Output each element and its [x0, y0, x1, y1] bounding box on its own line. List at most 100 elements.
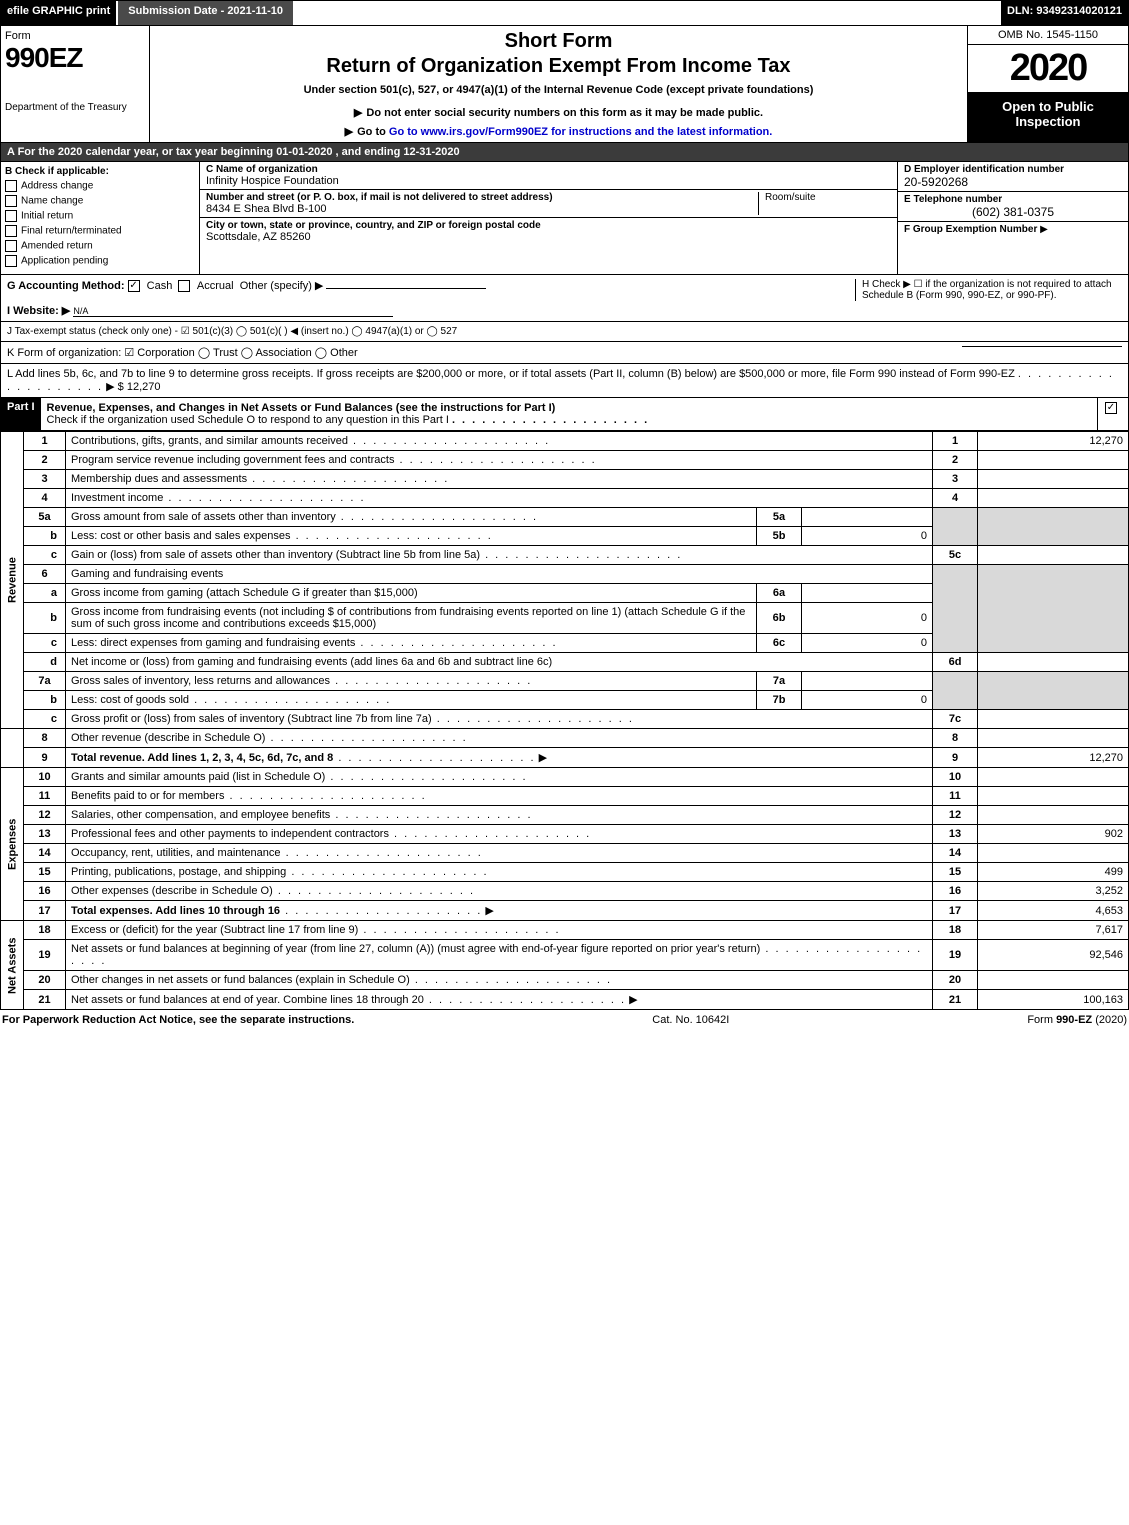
ln-6a: a: [24, 584, 66, 603]
part1-checkbox[interactable]: [1097, 398, 1128, 430]
form-number: 990EZ: [5, 42, 145, 74]
header-left: Form 990EZ Department of the Treasury: [1, 26, 150, 142]
desc-11: Benefits paid to or for members: [71, 790, 224, 802]
title-short-form: Short Form: [158, 30, 959, 53]
rval-4: [978, 489, 1129, 508]
chk-amended-return[interactable]: Amended return: [5, 240, 195, 252]
ln-7b: b: [24, 691, 66, 710]
desc-15: Printing, publications, postage, and shi…: [71, 866, 286, 878]
rval-8: [978, 729, 1129, 748]
desc-2: Program service revenue including govern…: [71, 454, 394, 466]
footer-left: For Paperwork Reduction Act Notice, see …: [2, 1014, 354, 1026]
rln-12: 12: [933, 806, 978, 825]
rln-5c: 5c: [933, 546, 978, 565]
mval-7b: 0: [802, 691, 933, 710]
rln-3: 3: [933, 470, 978, 489]
irs-link[interactable]: Go to www.irs.gov/Form990EZ for instruct…: [389, 126, 772, 138]
info-block: B Check if applicable: Address change Na…: [0, 162, 1129, 275]
shade-7: [933, 672, 978, 710]
addr-value: 8434 E Shea Blvd B-100: [206, 203, 758, 215]
ln-5b: b: [24, 527, 66, 546]
desc-8: Other revenue (describe in Schedule O): [71, 732, 265, 744]
rln-15: 15: [933, 863, 978, 882]
chk-cash[interactable]: [128, 280, 140, 292]
part1-title: Revenue, Expenses, and Changes in Net As…: [47, 402, 556, 414]
footer-mid: Cat. No. 10642I: [652, 1014, 729, 1026]
submission-date: Submission Date - 2021-11-10: [116, 1, 293, 25]
website-label: I Website: ▶: [7, 305, 70, 317]
rln-7c: 7c: [933, 710, 978, 729]
line-l-text: L Add lines 5b, 6c, and 7b to line 9 to …: [7, 368, 1015, 380]
note-ssn: Do not enter social security numbers on …: [158, 106, 959, 119]
desc-10: Grants and similar amounts paid (list in…: [71, 771, 325, 783]
ln-7c: c: [24, 710, 66, 729]
footer-right: Form 990-EZ (2020): [1027, 1014, 1127, 1026]
form-header: Form 990EZ Department of the Treasury Sh…: [0, 26, 1129, 143]
phone-value: (602) 381-0375: [904, 205, 1122, 219]
rln-6d: 6d: [933, 653, 978, 672]
desc-14: Occupancy, rent, utilities, and maintena…: [71, 847, 281, 859]
ln-8: 8: [24, 729, 66, 748]
desc-18: Excess or (deficit) for the year (Subtra…: [71, 924, 358, 936]
ln-16: 16: [24, 882, 66, 901]
rval-2: [978, 451, 1129, 470]
ln-4: 4: [24, 489, 66, 508]
other-org-line[interactable]: [962, 346, 1122, 347]
ln-13: 13: [24, 825, 66, 844]
rval-1: 12,270: [978, 432, 1129, 451]
header-mid: Short Form Return of Organization Exempt…: [150, 26, 967, 142]
desc-4: Investment income: [71, 492, 163, 504]
form-word: Form: [5, 30, 145, 42]
revenue-section-label: Revenue: [1, 432, 24, 729]
mval-5a: [802, 508, 933, 527]
subtitle: Under section 501(c), 527, or 4947(a)(1)…: [158, 84, 959, 96]
other-specify-line[interactable]: [326, 288, 486, 289]
mln-6c: 6c: [757, 634, 802, 653]
chk-application-pending[interactable]: Application pending: [5, 255, 195, 267]
chk-accrual[interactable]: [178, 280, 190, 292]
dept-treasury: Department of the Treasury: [5, 102, 145, 113]
ln-3: 3: [24, 470, 66, 489]
ln-11: 11: [24, 787, 66, 806]
desc-5a: Gross amount from sale of assets other t…: [71, 511, 336, 523]
ln-6d: d: [24, 653, 66, 672]
part1-header: Part I Revenue, Expenses, and Changes in…: [0, 398, 1129, 431]
rval-7c: [978, 710, 1129, 729]
mval-6a: [802, 584, 933, 603]
form-of-org: K Form of organization: ☑ Corporation ◯ …: [7, 346, 962, 359]
desc-16: Other expenses (describe in Schedule O): [71, 885, 273, 897]
desc-3: Membership dues and assessments: [71, 473, 247, 485]
desc-5b: Less: cost or other basis and sales expe…: [71, 530, 291, 542]
rln-13: 13: [933, 825, 978, 844]
line-l: L Add lines 5b, 6c, and 7b to line 9 to …: [0, 364, 1129, 398]
rval-6d: [978, 653, 1129, 672]
mln-7b: 7b: [757, 691, 802, 710]
chk-initial-return[interactable]: Initial return: [5, 210, 195, 222]
rval-19: 92,546: [978, 940, 1129, 971]
shade-5v: [978, 508, 1129, 546]
rln-1: 1: [933, 432, 978, 451]
chk-name-change[interactable]: Name change: [5, 195, 195, 207]
rval-14: [978, 844, 1129, 863]
note-goto: Go to Go to www.irs.gov/Form990EZ for in…: [158, 125, 959, 138]
rev-spacer: [1, 729, 24, 768]
line-k: K Form of organization: ☑ Corporation ◯ …: [0, 342, 1129, 364]
spacer: [293, 1, 1001, 25]
mln-6b: 6b: [757, 603, 802, 634]
efile-label[interactable]: efile GRAPHIC print: [1, 1, 116, 25]
rln-18: 18: [933, 921, 978, 940]
chk-final-return[interactable]: Final return/terminated: [5, 225, 195, 237]
part1-label: Part I: [1, 398, 41, 430]
desc-7b: Less: cost of goods sold: [71, 694, 189, 706]
ln-19: 19: [24, 940, 66, 971]
rval-15: 499: [978, 863, 1129, 882]
rval-11: [978, 787, 1129, 806]
rval-3: [978, 470, 1129, 489]
desc-6: Gaming and fundraising events: [66, 565, 933, 584]
ln-7a: 7a: [24, 672, 66, 691]
chk-address-change[interactable]: Address change: [5, 180, 195, 192]
header-right: OMB No. 1545-1150 2020 Open to Public In…: [967, 26, 1128, 142]
ln-1: 1: [24, 432, 66, 451]
rln-2: 2: [933, 451, 978, 470]
box-c: C Name of organization Infinity Hospice …: [200, 162, 897, 274]
